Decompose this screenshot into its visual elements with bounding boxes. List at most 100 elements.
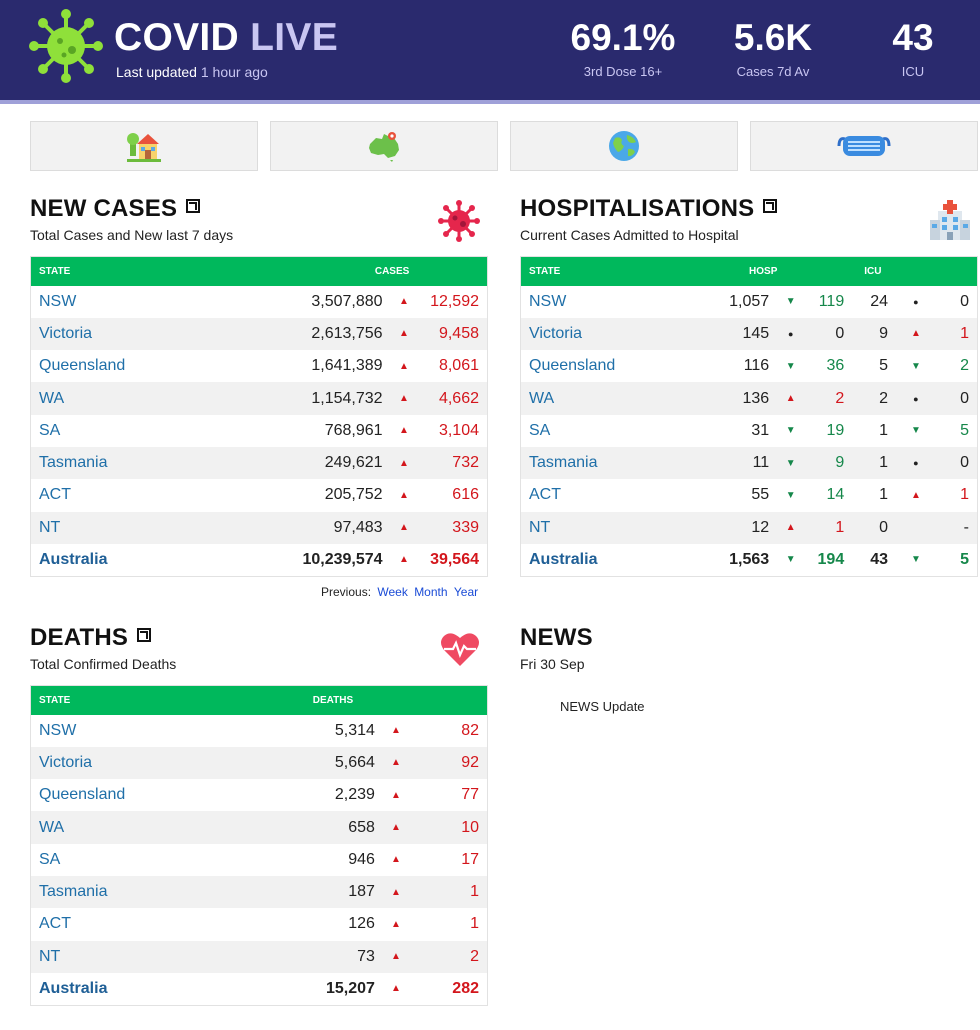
state-link[interactable]: ACT [39,915,71,933]
total-value: 3,507,880 [311,292,383,310]
external-link-icon[interactable] [137,627,152,642]
col-state: STATE [39,265,71,277]
state-link[interactable]: Victoria [39,324,93,342]
table-row: Tasmania 187 ▲ 1 [30,875,488,909]
state-link[interactable]: Tasmania [529,454,598,472]
nav-mask-tile[interactable] [750,121,978,171]
stat-label: Cases 7d Av [736,64,810,79]
change-value: 4,662 [438,389,479,407]
total-value: 97,483 [333,518,383,536]
no-change-dot-icon: ● [913,458,919,469]
table-row: Queensland 116 ▼ 36 5 ▼ 2 [520,350,978,383]
total-value: 10,239,574 [302,550,383,568]
state-link[interactable]: Tasmania [39,454,108,472]
col-state: STATE [529,265,561,277]
state-link[interactable]: Australia [529,550,598,568]
table-row: Victoria 2,613,756 ▲ 9,458 [30,317,488,351]
table-row: SA 946 ▲ 17 [30,843,488,876]
table-row: Queensland 1,641,389 ▲ 8,061 [30,350,488,383]
down-arrow-icon: ▼ [785,489,796,501]
icu-change: 2 [960,357,969,375]
up-arrow-icon: ▲ [910,328,921,340]
new-cases-subtitle: Total Cases and New last 7 days [30,227,234,243]
hosp-change: 14 [826,486,845,504]
link-month[interactable]: Month [414,585,448,599]
state-link[interactable]: SA [39,421,61,439]
previous-period-links: Previous: Week Month Year [321,585,478,599]
state-link[interactable]: Australia [39,550,108,568]
hosp-value: 116 [743,357,770,375]
state-link[interactable]: WA [39,389,65,407]
stat-icu: 43 ICU [868,18,958,80]
state-link[interactable]: SA [39,850,61,868]
link-week[interactable]: Week [377,585,408,599]
deaths-title: DEATHS [30,624,129,651]
icu-change: - [963,518,969,536]
external-link-icon[interactable] [763,198,778,213]
total-value: 249,621 [324,454,383,472]
table-row: SA 768,961 ▲ 3,104 [30,414,488,447]
change-value: 39,564 [430,550,479,568]
state-link[interactable]: ACT [529,486,561,504]
col-icu: ICU [864,265,882,277]
icu-value: 1 [879,454,889,472]
table-row: Tasmania 11 ▼ 9 1 ● 0 [520,446,978,480]
state-link[interactable]: NSW [39,292,77,310]
brand-live: LIVE [250,16,339,59]
table-row: NT 73 ▲ 2 [30,940,488,973]
down-arrow-icon: ▼ [785,425,796,437]
up-arrow-icon: ▲ [390,951,401,963]
new-cases-table: STATE CASES NSW 3,507,880 ▲ 12,592 Victoria 2… [30,256,488,577]
state-link[interactable]: SA [529,421,551,439]
state-link[interactable]: Queensland [39,357,126,375]
hosp-change: 194 [817,550,845,568]
nav-world-tile[interactable] [510,121,738,171]
state-link[interactable]: Victoria [39,753,93,771]
state-link[interactable]: Queensland [529,357,616,375]
state-link[interactable]: WA [529,389,555,407]
external-link-icon[interactable] [186,198,201,213]
icu-change: 0 [960,454,969,472]
hospitalisations-heading: HOSPITALISATIONS [520,195,778,222]
change-value: 732 [452,454,479,472]
state-link[interactable]: Australia [39,979,108,997]
heart-pulse-icon [441,633,479,666]
nav-australia-tile[interactable] [270,121,498,171]
news-update[interactable]: NEWS Update [560,699,645,714]
hosp-value: 1,563 [729,550,770,568]
hospitalisations-title: HOSPITALISATIONS [520,195,755,222]
table-row: NSW 5,314 ▲ 82 [30,714,488,747]
icu-value: 9 [879,324,889,342]
table-row: ACT 205,752 ▲ 616 [30,479,488,512]
nav-home-tile[interactable] [30,121,258,171]
icu-value: 0 [879,518,889,536]
state-link[interactable]: NT [39,947,61,965]
state-link[interactable]: NT [529,518,551,536]
state-link[interactable]: Victoria [529,324,583,342]
table-row: NSW 3,507,880 ▲ 12,592 [30,285,488,318]
up-arrow-icon: ▲ [398,360,409,372]
total-value: 5,314 [334,721,375,739]
total-value: 205,752 [324,486,383,504]
up-arrow-icon: ▲ [398,554,409,566]
state-link[interactable]: Queensland [39,786,126,804]
state-link[interactable]: NSW [39,721,77,739]
state-link[interactable]: NSW [529,292,567,310]
site-brand[interactable]: COVID LIVE [114,18,338,58]
table-row: Australia 15,207 ▲ 282 [30,972,488,1006]
australia-map-icon [369,132,399,162]
icu-value: 5 [879,357,889,375]
state-link[interactable]: WA [39,818,65,836]
home-icon [127,133,161,162]
state-link[interactable]: Tasmania [39,883,108,901]
no-change-dot-icon: ● [788,328,794,339]
total-value: 15,207 [326,979,375,997]
hospitalisations-subtitle: Current Cases Admitted to Hospital [520,227,739,243]
deaths-heading: DEATHS [30,624,152,651]
state-link[interactable]: NT [39,518,61,536]
state-link[interactable]: ACT [39,486,71,504]
link-year[interactable]: Year [453,585,479,599]
virus-logo-icon[interactable] [28,8,104,84]
stat-label: 3rd Dose 16+ [583,64,663,79]
news-title: NEWS [520,624,593,651]
